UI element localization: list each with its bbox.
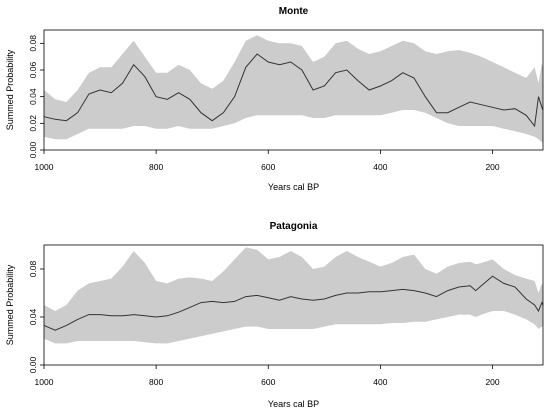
monte-y-tick-label: 0.06: [28, 61, 38, 78]
monte-x-tick-label: 600: [261, 162, 275, 172]
patagonia-confidence-band: [44, 247, 543, 344]
patagonia-y-tick-label: 0.04: [28, 308, 38, 325]
patagonia-x-tick-label: 200: [485, 377, 499, 387]
patagonia-x-tick-label: 600: [261, 377, 275, 387]
patagonia-chart-title: Patagonia: [270, 221, 318, 232]
monte-mean-line: [43, 53, 544, 128]
patagonia-x-tick-label: 400: [373, 377, 387, 387]
patagonia-x-axis-label: Years cal BP: [268, 399, 319, 409]
monte-y-tick-label: 0.04: [28, 88, 38, 105]
patagonia-y-axis-label: Summed Probability: [5, 264, 15, 345]
patagonia-mean-line: [43, 275, 544, 331]
monte-x-tick-label: 200: [485, 162, 499, 172]
monte-x-tick-label: 400: [373, 162, 387, 172]
monte-plot-frame: [43, 29, 544, 151]
monte-x-tick-label: 1000: [35, 162, 54, 172]
patagonia-x-tick-label: 1000: [35, 377, 54, 387]
monte-x-tick-label: 800: [149, 162, 163, 172]
patagonia-y-tick-label: 0.08: [28, 260, 38, 277]
patagonia-y-tick-label: 0.00: [28, 356, 38, 373]
monte-y-tick-label: 0.00: [28, 141, 38, 158]
monte-x-axis-label: Years cal BP: [268, 182, 319, 192]
monte-y-axis-label: Summed Probability: [5, 49, 15, 130]
monte-confidence-band: [44, 35, 543, 144]
patagonia-x-tick-label: 800: [149, 377, 163, 387]
patagonia-plot-frame: [43, 244, 544, 366]
monte-y-tick-label: 0.02: [28, 115, 38, 132]
monte-y-tick-label: 0.08: [28, 35, 38, 52]
monte-chart-title: Monte: [279, 6, 309, 17]
